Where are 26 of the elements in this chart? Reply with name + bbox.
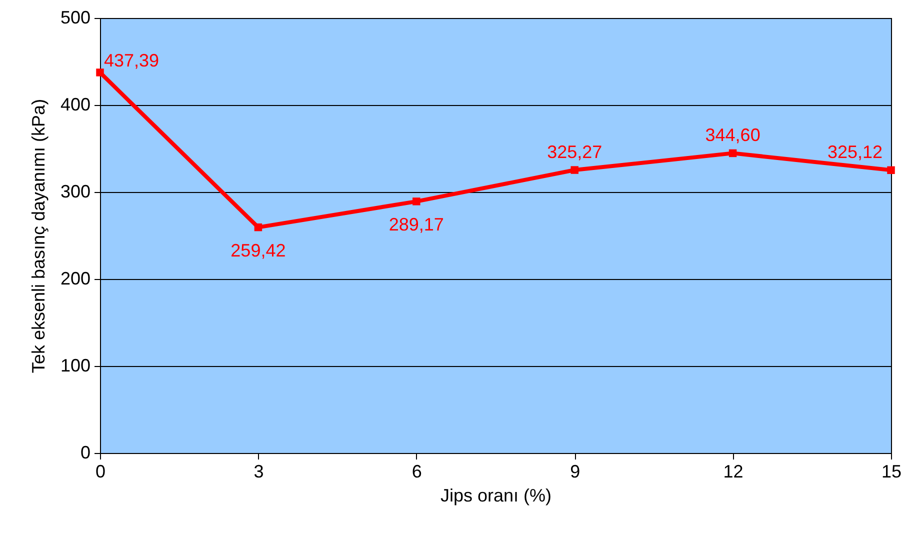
data-label: 259,42	[230, 240, 286, 260]
x-axis-title: Jips oranı (%)	[440, 486, 552, 506]
point	[728, 149, 737, 158]
y-axis-title: Tek eksenli basınç dayanımı (kPa)	[28, 98, 48, 374]
x-tick-label: 12	[723, 462, 744, 482]
x-tick-label: 0	[95, 462, 106, 482]
point	[96, 68, 104, 76]
y-tick-label: 500	[60, 8, 90, 28]
point	[254, 223, 262, 232]
data-label: 325,12	[827, 142, 883, 162]
x-tick-label: 6	[412, 462, 422, 482]
y-tick-label: 100	[60, 356, 90, 376]
x-tick-label: 15	[881, 462, 902, 482]
y-tick-label: 200	[60, 268, 90, 288]
data-label: 344,60	[705, 125, 760, 146]
point	[887, 166, 895, 174]
point	[412, 198, 420, 206]
y-tick-label: 300	[60, 182, 90, 202]
data-label: 289,17	[388, 214, 444, 234]
y-tick-label: 400	[60, 94, 90, 114]
x-tick-label: 3	[254, 462, 264, 482]
x-tick-label: 9	[570, 462, 580, 482]
point	[570, 166, 578, 174]
data-label: 437,39	[104, 50, 160, 70]
data-label: 325,27	[547, 142, 602, 162]
y-tick-label: 0	[80, 442, 90, 462]
